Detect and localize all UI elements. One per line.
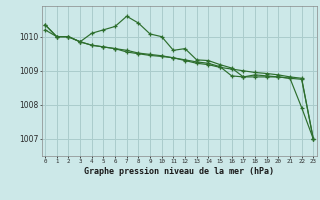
X-axis label: Graphe pression niveau de la mer (hPa): Graphe pression niveau de la mer (hPa) — [84, 167, 274, 176]
